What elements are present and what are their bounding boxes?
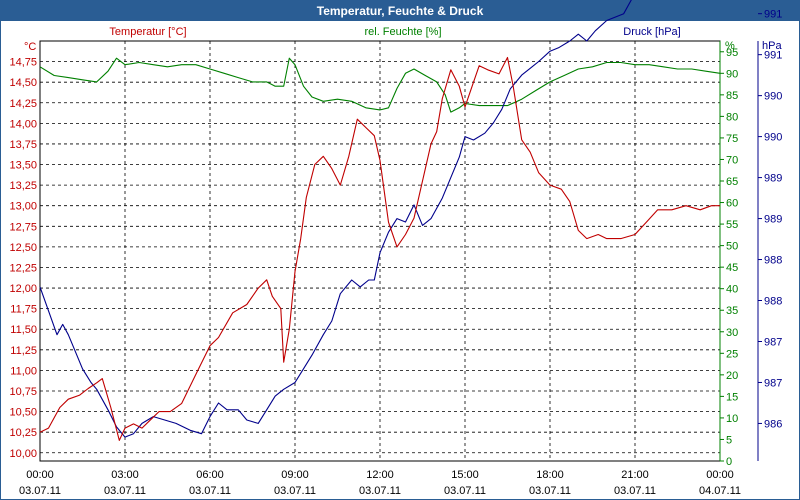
pressure-series-label: Druck [hPa] — [623, 26, 680, 38]
x-tick-time: 09:00 — [281, 469, 309, 481]
x-tick-time: 15:00 — [451, 469, 479, 481]
temp-tick-label: 13,75 — [9, 139, 37, 151]
x-tick-time: 18:00 — [536, 469, 564, 481]
x-tick-time: 00:00 — [26, 469, 54, 481]
humidity-tick-label: 40 — [726, 284, 738, 296]
temperature-line — [39, 56, 720, 441]
x-tick-time: 06:00 — [196, 469, 224, 481]
humidity-tick-label: 75 — [726, 133, 738, 145]
temp-axis-unit: °C — [24, 41, 36, 53]
x-tick-date: 04.07.11 — [699, 485, 741, 497]
x-tick-date: 03.07.11 — [614, 485, 656, 497]
temp-tick-label: 10,75 — [9, 386, 37, 398]
humidity-tick-label: 5 — [726, 434, 732, 446]
humidity-tick-label: 20 — [726, 370, 738, 382]
humidity-tick-label: 85 — [726, 90, 738, 102]
temp-tick-label: 12,00 — [9, 283, 37, 295]
temp-tick-label: 14,50 — [9, 77, 37, 89]
x-tick-time: 21:00 — [621, 469, 649, 481]
chart-title: Temperatur, Feuchte & Druck — [1, 1, 799, 21]
humidity-tick-label: 25 — [726, 348, 738, 360]
temp-tick-label: 10,00 — [9, 448, 37, 460]
temp-tick-label: 12,75 — [9, 221, 37, 233]
pressure-line — [39, 0, 632, 438]
x-tick-date: 03.07.11 — [274, 485, 316, 497]
pressure-axis-unit: hPa — [762, 40, 782, 52]
humidity-tick-label: 65 — [726, 176, 738, 188]
humidity-tick-label: 90 — [726, 68, 738, 80]
pressure-tick-label: 989 — [764, 173, 782, 185]
humidity-line — [39, 57, 721, 113]
x-tick-date: 03.07.11 — [529, 485, 571, 497]
humidity-axis-unit: % — [725, 40, 735, 52]
humidity-tick-label: 35 — [726, 305, 738, 317]
x-tick-date: 03.07.11 — [444, 485, 486, 497]
humidity-tick-label: 70 — [726, 154, 738, 166]
temp-tick-label: 14,25 — [9, 98, 37, 110]
humidity-series-label: rel. Feuchte [%] — [364, 26, 441, 38]
humidity-tick-label: 50 — [726, 241, 738, 253]
pressure-tick-label: 989 — [764, 214, 782, 226]
x-tick-date: 03.07.11 — [104, 485, 146, 497]
pressure-tick-label: 988 — [764, 255, 782, 267]
humidity-tick-label: 95 — [726, 47, 738, 59]
humidity-tick-label: 30 — [726, 327, 738, 339]
humidity-tick-label: 80 — [726, 111, 738, 123]
x-tick-date: 03.07.11 — [189, 485, 231, 497]
pressure-tick-label: 991 — [764, 50, 782, 62]
humidity-tick-label: 0 — [726, 456, 732, 468]
pressure-tick-label: 987 — [764, 377, 782, 389]
x-tick-date: 03.07.11 — [19, 485, 61, 497]
temp-tick-label: 11,75 — [10, 304, 37, 316]
pressure-tick-label: 990 — [764, 91, 782, 103]
temp-tick-label: 12,25 — [9, 262, 37, 274]
temp-tick-label: 14,75 — [9, 57, 37, 69]
temp-tick-label: 13,50 — [9, 160, 37, 172]
pressure-tick-label: 987 — [764, 336, 782, 348]
humidity-tick-label: 15 — [726, 391, 738, 403]
x-tick-time: 00:00 — [706, 469, 734, 481]
temp-tick-label: 13,25 — [9, 180, 37, 192]
x-tick-date: 03.07.11 — [359, 485, 401, 497]
temp-tick-label: 11,50 — [10, 324, 37, 336]
temp-tick-label: 12,50 — [9, 242, 37, 254]
temp-tick-label: 13,00 — [9, 201, 37, 213]
temp-tick-label: 10,25 — [9, 427, 37, 439]
temperature-series-label: Temperatur [°C] — [109, 26, 186, 38]
humidity-tick-label: 10 — [726, 413, 738, 425]
pressure-tick-label: 988 — [764, 296, 782, 308]
temp-tick-label: 11,00 — [10, 365, 37, 377]
pressure-tick-label: 991 — [764, 9, 782, 21]
pressure-tick-label: 990 — [764, 132, 782, 144]
humidity-tick-label: 45 — [726, 262, 738, 274]
pressure-tick-label: 986 — [764, 418, 782, 430]
x-tick-time: 12:00 — [366, 469, 394, 481]
temp-tick-label: 10,50 — [9, 407, 37, 419]
temp-tick-label: 14,00 — [9, 118, 37, 130]
humidity-tick-label: 55 — [726, 219, 738, 231]
temp-tick-label: 11,25 — [10, 345, 37, 357]
x-tick-time: 03:00 — [111, 469, 139, 481]
humidity-tick-label: 60 — [726, 198, 738, 210]
